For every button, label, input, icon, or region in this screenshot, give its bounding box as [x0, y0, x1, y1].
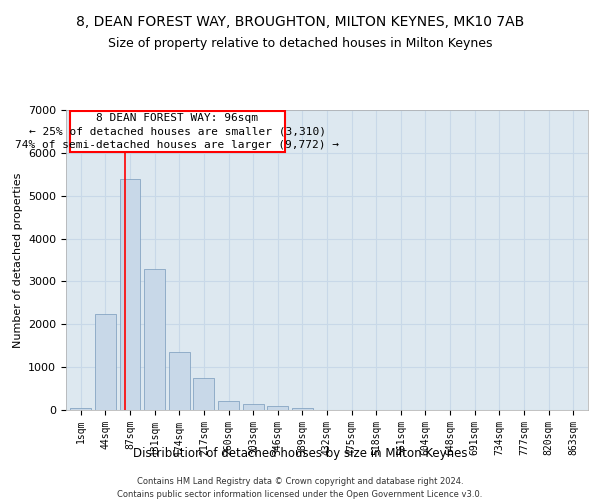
Bar — [169, 352, 190, 410]
Bar — [292, 408, 313, 410]
Text: Distribution of detached houses by size in Milton Keynes: Distribution of detached houses by size … — [133, 448, 467, 460]
Text: Contains public sector information licensed under the Open Government Licence v3: Contains public sector information licen… — [118, 490, 482, 499]
Bar — [193, 378, 214, 410]
Bar — [218, 402, 239, 410]
Bar — [95, 314, 116, 410]
FancyBboxPatch shape — [70, 111, 285, 152]
Bar — [119, 178, 140, 410]
Text: Contains HM Land Registry data © Crown copyright and database right 2024.: Contains HM Land Registry data © Crown c… — [137, 478, 463, 486]
Text: Size of property relative to detached houses in Milton Keynes: Size of property relative to detached ho… — [108, 38, 492, 51]
Y-axis label: Number of detached properties: Number of detached properties — [13, 172, 23, 348]
Text: ← 25% of detached houses are smaller (3,310): ← 25% of detached houses are smaller (3,… — [29, 126, 326, 136]
Bar — [70, 408, 91, 410]
Bar — [242, 404, 263, 410]
Bar — [267, 406, 288, 410]
Bar — [144, 268, 165, 410]
Text: 8, DEAN FOREST WAY, BROUGHTON, MILTON KEYNES, MK10 7AB: 8, DEAN FOREST WAY, BROUGHTON, MILTON KE… — [76, 15, 524, 29]
Text: 8 DEAN FOREST WAY: 96sqm: 8 DEAN FOREST WAY: 96sqm — [97, 112, 259, 122]
Text: 74% of semi-detached houses are larger (9,772) →: 74% of semi-detached houses are larger (… — [16, 140, 340, 150]
